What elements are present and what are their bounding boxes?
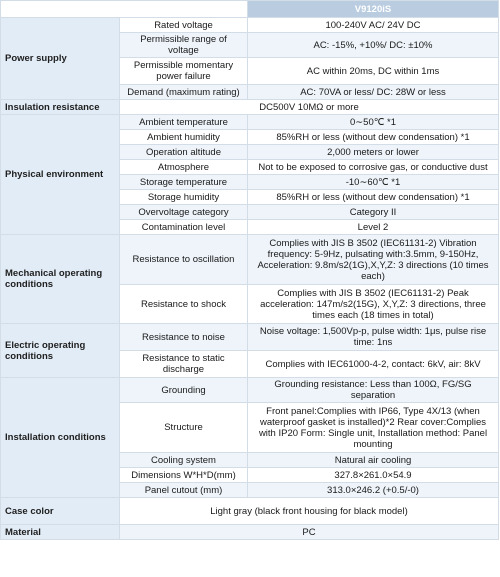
value-cell: PC <box>119 524 499 540</box>
spec-table-body: V9120iS Power supply Rated voltage 100-240… <box>0 0 499 540</box>
item-cell: Grounding <box>119 377 248 403</box>
value-cell: Category II <box>247 204 499 220</box>
category-cell: Power supply <box>0 17 120 100</box>
value-cell: 85%RH or less (without dew condensation)… <box>247 189 499 205</box>
table-row: Atmosphere Not to be exposed to corrosive… <box>1 159 499 175</box>
value-cell: 313.0×246.2 (+0.5/-0) <box>247 482 499 498</box>
value-cell: 2,000 meters or lower <box>247 144 499 160</box>
value-cell: Complies with JIS B 3502 (IEC61131-2) Pe… <box>247 284 499 324</box>
item-cell: Overvoltage category <box>119 204 248 220</box>
table-row: Operation altitude 2,000 meters or lower <box>1 144 499 160</box>
value-cell: DC500V 10MΩ or more <box>119 99 499 115</box>
value-cell: Noise voltage: 1,500Vp-p, pulse width: 1… <box>247 323 499 351</box>
table-row: Ambient humidity 85%RH or less (without d… <box>1 129 499 145</box>
item-cell: Resistance to oscillation <box>119 234 248 285</box>
table-row: Overvoltage category Category II <box>1 204 499 220</box>
header-blank-cell <box>0 0 248 18</box>
category-cell: Case color <box>0 497 120 525</box>
value-cell: AC within 20ms, DC within 1ms <box>247 57 499 85</box>
item-cell: Storage humidity <box>119 189 248 205</box>
item-cell: Cooling system <box>119 452 248 468</box>
value-cell: AC: 70VA or less/ DC: 28W or less <box>247 84 499 100</box>
table-row: Case color Light gray (black front housin… <box>0 497 499 525</box>
item-cell: Ambient temperature <box>119 114 248 130</box>
category-cell: Mechanical operating conditions <box>0 234 120 324</box>
spec-table: V9120iS Power supply Rated voltage 100-240… <box>0 0 499 540</box>
table-row: Power supply Rated voltage 100-240V AC/ 24… <box>0 17 499 100</box>
table-row: Cooling system Natural air cooling <box>1 452 499 468</box>
table-row: Material PC <box>0 524 499 540</box>
table-row: Mechanical operating conditions Resistanc… <box>0 234 499 324</box>
table-row: Resistance to shock Complies with JIS B 3… <box>1 284 499 324</box>
value-cell: -10∼60℃ *1 <box>247 174 499 190</box>
item-cell: Rated voltage <box>119 17 248 33</box>
category-cell: Physical environment <box>0 114 120 235</box>
value-cell: 100-240V AC/ 24V DC <box>247 17 499 33</box>
table-row: Resistance to static discharge Complies w… <box>1 350 499 378</box>
value-cell: Complies with IEC61000-4-2, contact: 6kV… <box>247 350 499 378</box>
table-row: Installation conditions Grounding Groundin… <box>0 377 499 498</box>
value-cell: AC: -15%, +10%/ DC: ±10% <box>247 32 499 58</box>
item-cell: Permissible range of voltage <box>119 32 248 58</box>
item-cell: Dimensions W*H*D(mm) <box>119 467 248 483</box>
value-cell: Grounding resistance: Less than 100Ω, FG… <box>247 377 499 403</box>
model-header: V9120iS <box>247 0 499 18</box>
table-row: Dimensions W*H*D(mm) 327.8×261.0×54.9 <box>1 467 499 483</box>
item-cell: Resistance to static discharge <box>119 350 248 378</box>
table-row: Panel cutout (mm) 313.0×246.2 (+0.5/-0) <box>1 482 499 498</box>
item-cell: Contamination level <box>119 219 248 235</box>
item-cell: Resistance to shock <box>119 284 248 324</box>
table-row: Storage temperature -10∼60℃ *1 <box>1 174 499 190</box>
table-row: Structure Front panel:Complies with IP66,… <box>1 402 499 453</box>
table-row: Physical environment Ambient temperature 0… <box>0 114 499 235</box>
category-cell: Electric operating conditions <box>0 323 120 378</box>
table-row: Insulation resistance DC500V 10MΩ or more <box>0 99 499 115</box>
item-cell: Atmosphere <box>119 159 248 175</box>
item-cell: Demand (maximum rating) <box>119 84 248 100</box>
value-cell: 0∼50℃ *1 <box>247 114 499 130</box>
value-cell: Level 2 <box>247 219 499 235</box>
table-row: Permissible momentary power failure AC wi… <box>1 57 499 85</box>
item-cell: Storage temperature <box>119 174 248 190</box>
value-cell: 85%RH or less (without dew condensation)… <box>247 129 499 145</box>
item-cell: Resistance to noise <box>119 323 248 351</box>
category-cell: Insulation resistance <box>0 99 120 115</box>
value-cell: Complies with JIS B 3502 (IEC61131-2) Vi… <box>247 234 499 285</box>
item-cell: Operation altitude <box>119 144 248 160</box>
value-cell: 327.8×261.0×54.9 <box>247 467 499 483</box>
item-cell: Panel cutout (mm) <box>119 482 248 498</box>
table-row: Permissible range of voltage AC: -15%, +1… <box>1 32 499 58</box>
value-cell: Not to be exposed to corrosive gas, or c… <box>247 159 499 175</box>
table-header-row: V9120iS <box>0 0 499 18</box>
value-cell: Front panel:Complies with IP66, Type 4X/… <box>247 402 499 453</box>
value-cell: Natural air cooling <box>247 452 499 468</box>
value-cell: Light gray (black front housing for blac… <box>119 497 499 525</box>
item-cell: Structure <box>119 402 248 453</box>
category-cell: Installation conditions <box>0 377 120 498</box>
table-row: Electric operating conditions Resistance … <box>0 323 499 378</box>
category-cell: Material <box>0 524 120 540</box>
item-cell: Permissible momentary power failure <box>119 57 248 85</box>
item-cell: Ambient humidity <box>119 129 248 145</box>
